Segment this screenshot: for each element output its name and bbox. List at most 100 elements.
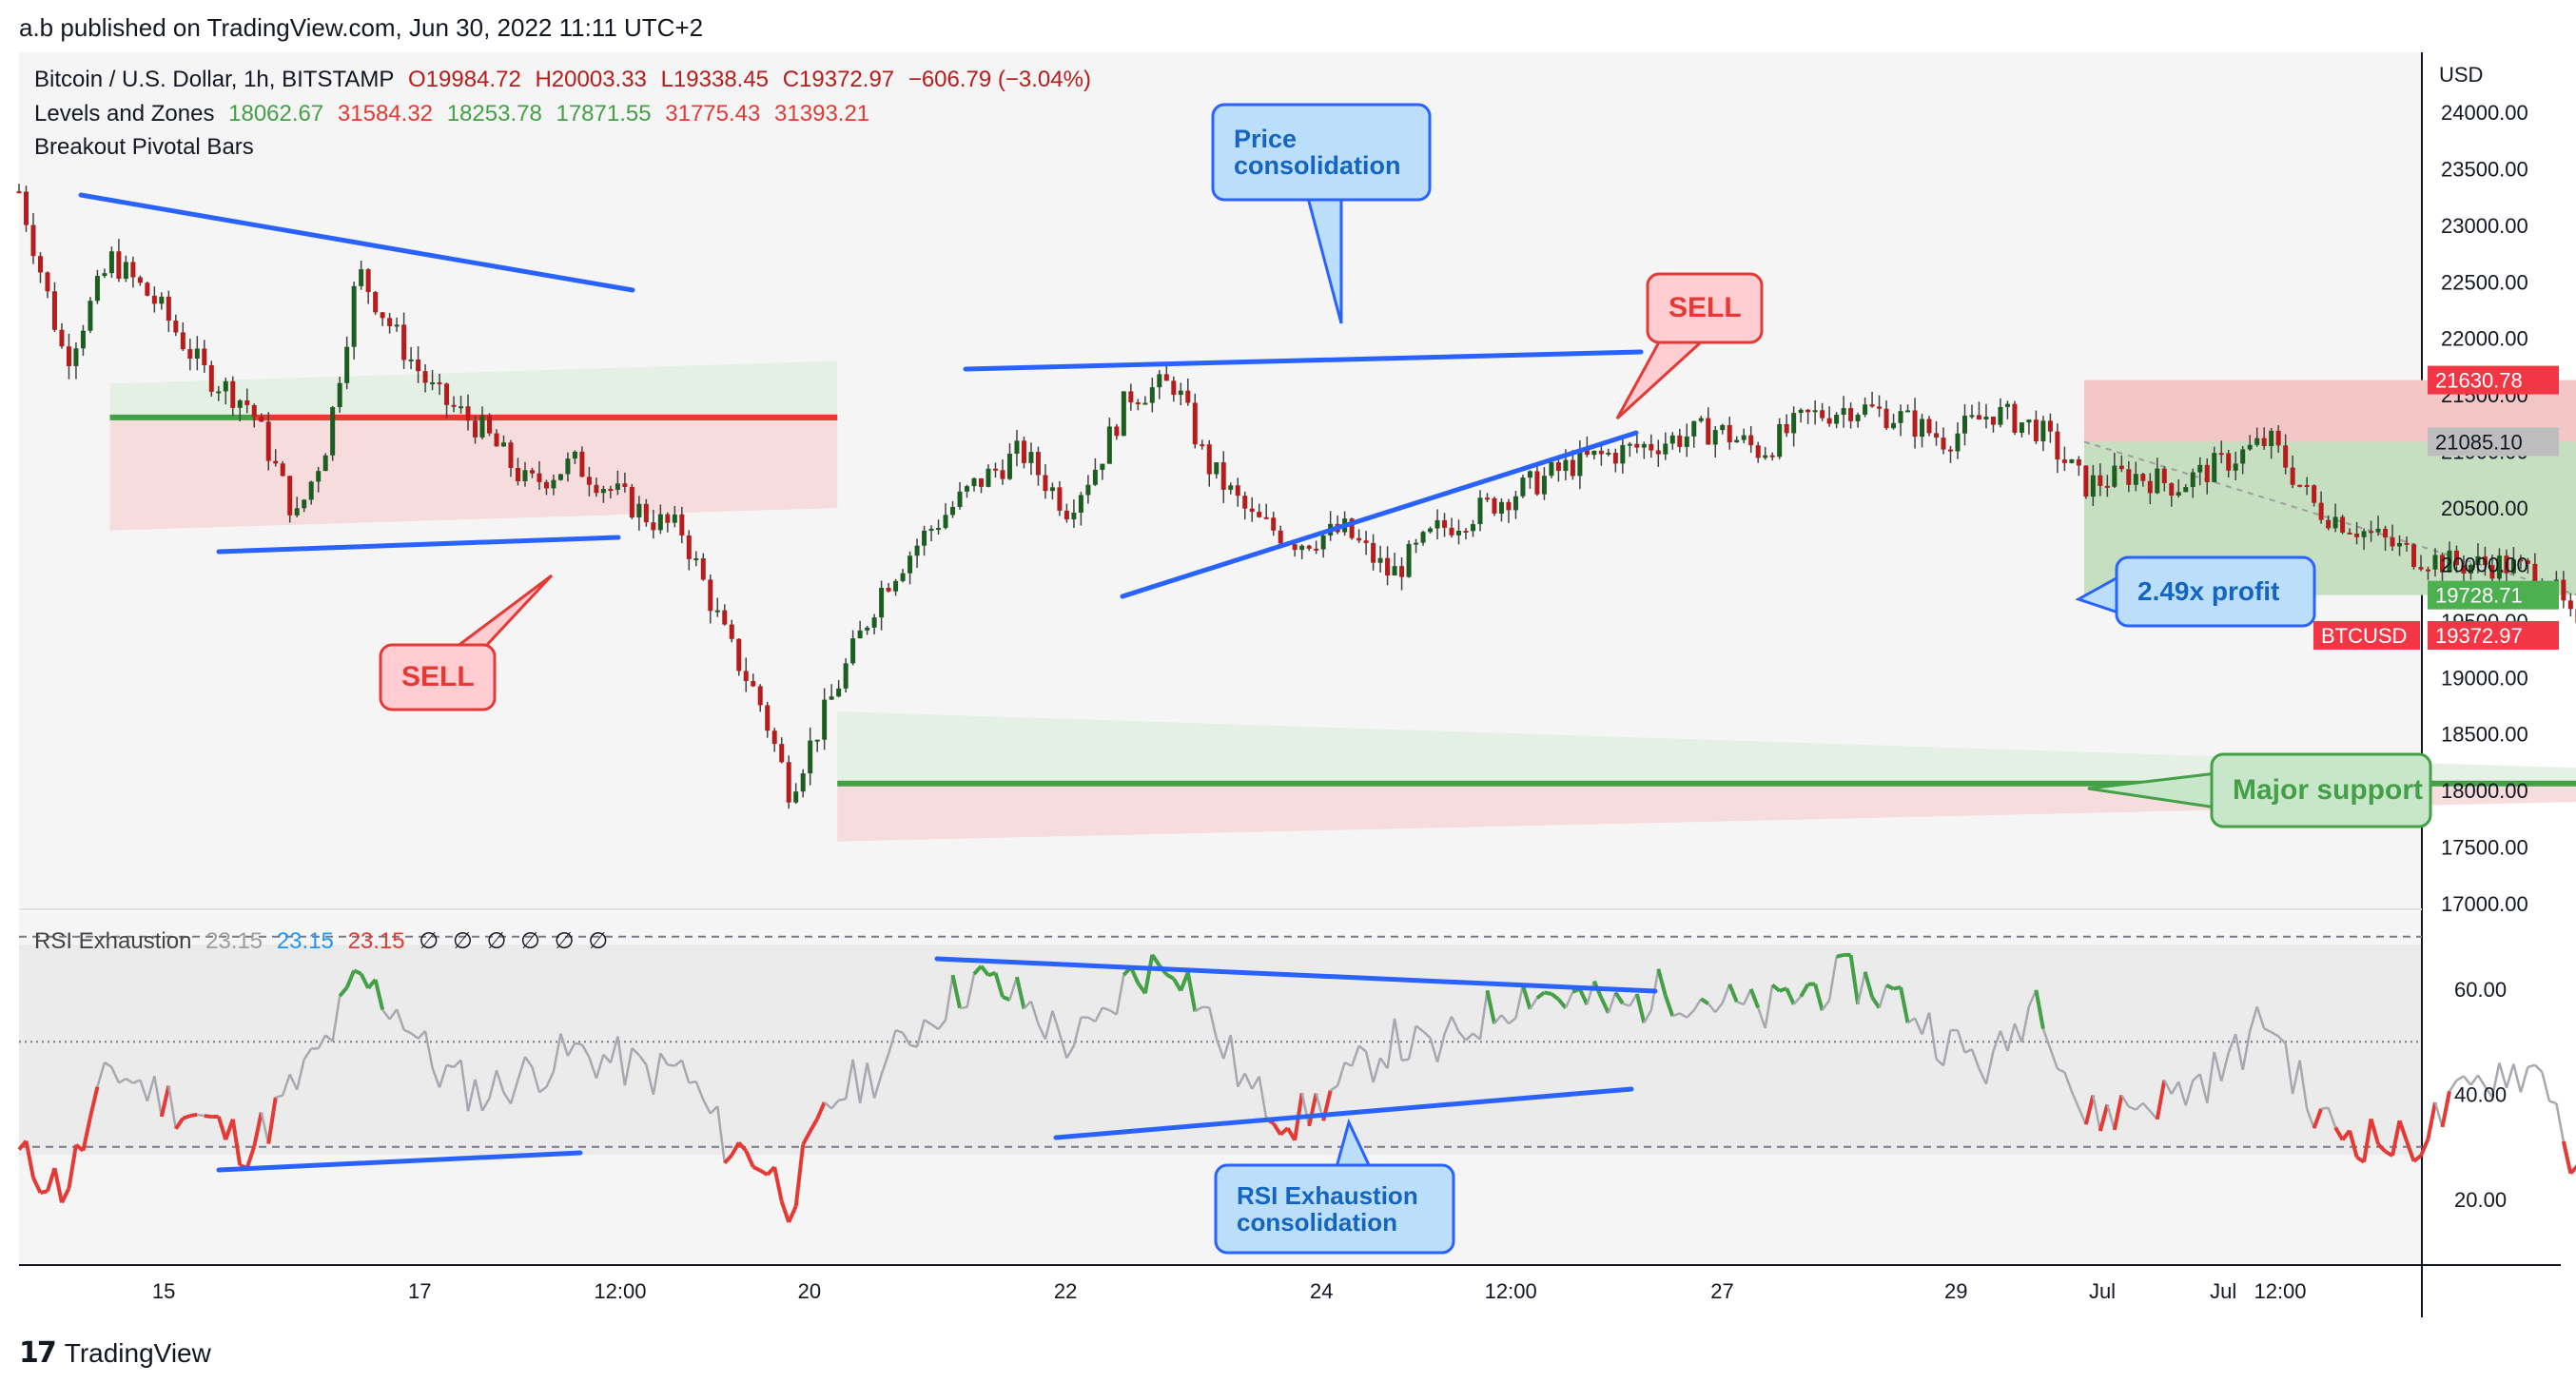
candle-body xyxy=(1941,438,1946,450)
candle-body xyxy=(1834,414,1840,424)
legend-rsi-row[interactable]: RSI Exhaustion 23.15 23.15 23.15 ∅ ∅ ∅ ∅… xyxy=(34,927,615,955)
footer-brand[interactable]: 𝟭𝟳 TradingView xyxy=(19,1336,211,1370)
rsi-segment xyxy=(637,1054,648,1066)
rsi-segment xyxy=(1613,991,1625,1005)
rsi-segment xyxy=(680,1060,691,1083)
rsi-segment xyxy=(2112,1094,2124,1131)
candle-body xyxy=(1200,444,1205,447)
rsi-segment xyxy=(509,1079,519,1104)
legend-change: −606.79 (−3.04%) xyxy=(907,67,1091,92)
rsi-segment xyxy=(702,1099,712,1115)
candle-body xyxy=(1157,374,1162,388)
rsi-segment xyxy=(1848,954,1861,1005)
rsi-segment xyxy=(2440,1090,2451,1128)
candle-body xyxy=(1320,535,1326,550)
candle-body xyxy=(2047,420,2053,432)
candle-body xyxy=(94,276,100,302)
candle-body xyxy=(2567,600,2573,610)
price-tick-label: 17500.00 xyxy=(2441,836,2528,860)
rsi-segment xyxy=(260,1112,270,1144)
candle-body xyxy=(430,381,436,384)
rsi-segment xyxy=(1500,1014,1510,1025)
rsi-segment xyxy=(737,1140,748,1153)
legend-breakout-row[interactable]: Breakout Pivotal Bars xyxy=(34,134,262,161)
candle-body xyxy=(1049,487,1055,492)
rsi-segment xyxy=(1208,1006,1218,1039)
candle-body xyxy=(408,359,414,361)
rsi-segment xyxy=(474,1079,484,1112)
candle-body xyxy=(1035,452,1041,476)
candle-body xyxy=(187,349,193,360)
rsi-segment xyxy=(60,1187,71,1204)
candle-body xyxy=(1228,485,1234,490)
candle-body xyxy=(979,477,985,487)
legend-open: O19984.72 xyxy=(408,67,521,92)
candle-body xyxy=(487,415,493,434)
candle-body xyxy=(757,686,763,706)
rsi-segment xyxy=(2034,989,2045,1029)
rsi-consolidation-callout-text: RSI Exhaustion xyxy=(1237,1181,1418,1210)
rsi-segment xyxy=(2155,1080,2167,1120)
candle-body xyxy=(123,262,128,280)
rsi-segment xyxy=(2205,1051,2215,1103)
candle-body xyxy=(1477,497,1483,525)
candle-body xyxy=(244,399,250,405)
rsi-segment xyxy=(446,1063,455,1069)
candle-body xyxy=(273,460,279,464)
candle-body xyxy=(1627,443,1632,446)
candle-body xyxy=(2212,453,2217,482)
rsi-consolidation-callout-text: consolidation xyxy=(1237,1208,1397,1237)
rsi-segment xyxy=(1556,998,1568,1009)
support-zone-green xyxy=(837,711,2576,784)
rsi-segment xyxy=(1493,1014,1503,1025)
rsi-segment xyxy=(566,1042,576,1057)
rsi-segment xyxy=(1386,1018,1396,1069)
candle-body xyxy=(800,773,806,792)
rsi-segment xyxy=(1300,1092,1311,1127)
rsi-segment xyxy=(902,1032,911,1046)
rsi-segment xyxy=(1757,1007,1766,1029)
rsi-segment xyxy=(2092,1095,2102,1132)
candle-body xyxy=(1192,402,1198,445)
rsi-segment xyxy=(182,1114,191,1120)
candle-body xyxy=(1755,445,1761,458)
rsi-segment xyxy=(787,1205,798,1223)
candle-body xyxy=(30,224,36,257)
rsi-segment xyxy=(1429,1037,1439,1063)
candle-body xyxy=(287,476,293,516)
price-consolidation-callout-box xyxy=(1211,103,1432,202)
candle-body xyxy=(1912,410,1918,438)
candle-body xyxy=(316,471,322,482)
rsi-segment xyxy=(1243,1072,1254,1090)
candle-body xyxy=(1220,462,1226,490)
candle-body xyxy=(957,491,963,507)
candle-body xyxy=(1541,476,1547,495)
candle-body xyxy=(2275,430,2281,446)
rsi-segment xyxy=(1992,1030,2002,1052)
candle-body xyxy=(814,739,820,742)
candle-body xyxy=(1100,463,1105,470)
candle-body xyxy=(1584,449,1590,456)
rsi-segment xyxy=(1942,1029,1952,1066)
candle-body xyxy=(2525,560,2530,564)
legend-levels-row[interactable]: Levels and Zones 18062.67 31584.32 18253… xyxy=(34,101,877,127)
rsi-segment xyxy=(2490,1062,2501,1098)
rsi-segment xyxy=(2220,1052,2230,1081)
candle-body xyxy=(1706,418,1711,445)
rsi-segment xyxy=(559,1033,570,1057)
rsi-segment xyxy=(96,1062,107,1087)
time-tick-label: 20 xyxy=(798,1279,821,1303)
candle-body xyxy=(1720,424,1726,431)
rsi-segment xyxy=(801,1130,812,1146)
rsi-segment xyxy=(772,1166,784,1202)
candle-body xyxy=(1606,452,1611,455)
rsi-segment xyxy=(40,1189,49,1195)
rsi-segment xyxy=(2213,1051,2223,1081)
candle-body xyxy=(494,433,499,447)
candle-body xyxy=(37,256,43,273)
rsi-segment xyxy=(1008,976,1019,1001)
rsi-segment xyxy=(2170,1081,2180,1095)
candle-body xyxy=(1791,413,1797,434)
candle-body xyxy=(1869,404,1875,407)
